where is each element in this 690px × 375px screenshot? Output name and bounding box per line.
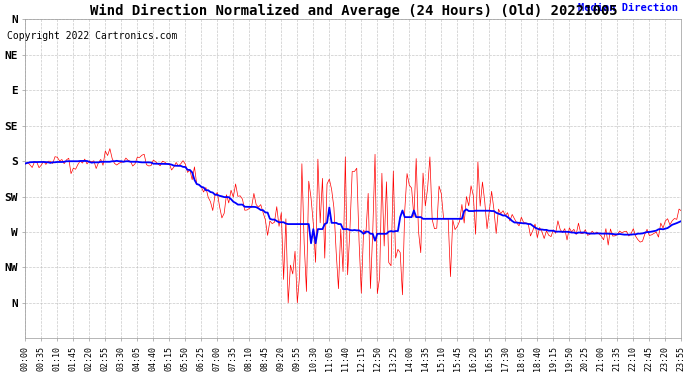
Title: Wind Direction Normalized and Average (24 Hours) (Old) 20221005: Wind Direction Normalized and Average (2… [90,4,617,18]
Text: Median Direction: Median Direction [578,3,678,13]
Text: Copyright 2022 Cartronics.com: Copyright 2022 Cartronics.com [7,32,177,41]
